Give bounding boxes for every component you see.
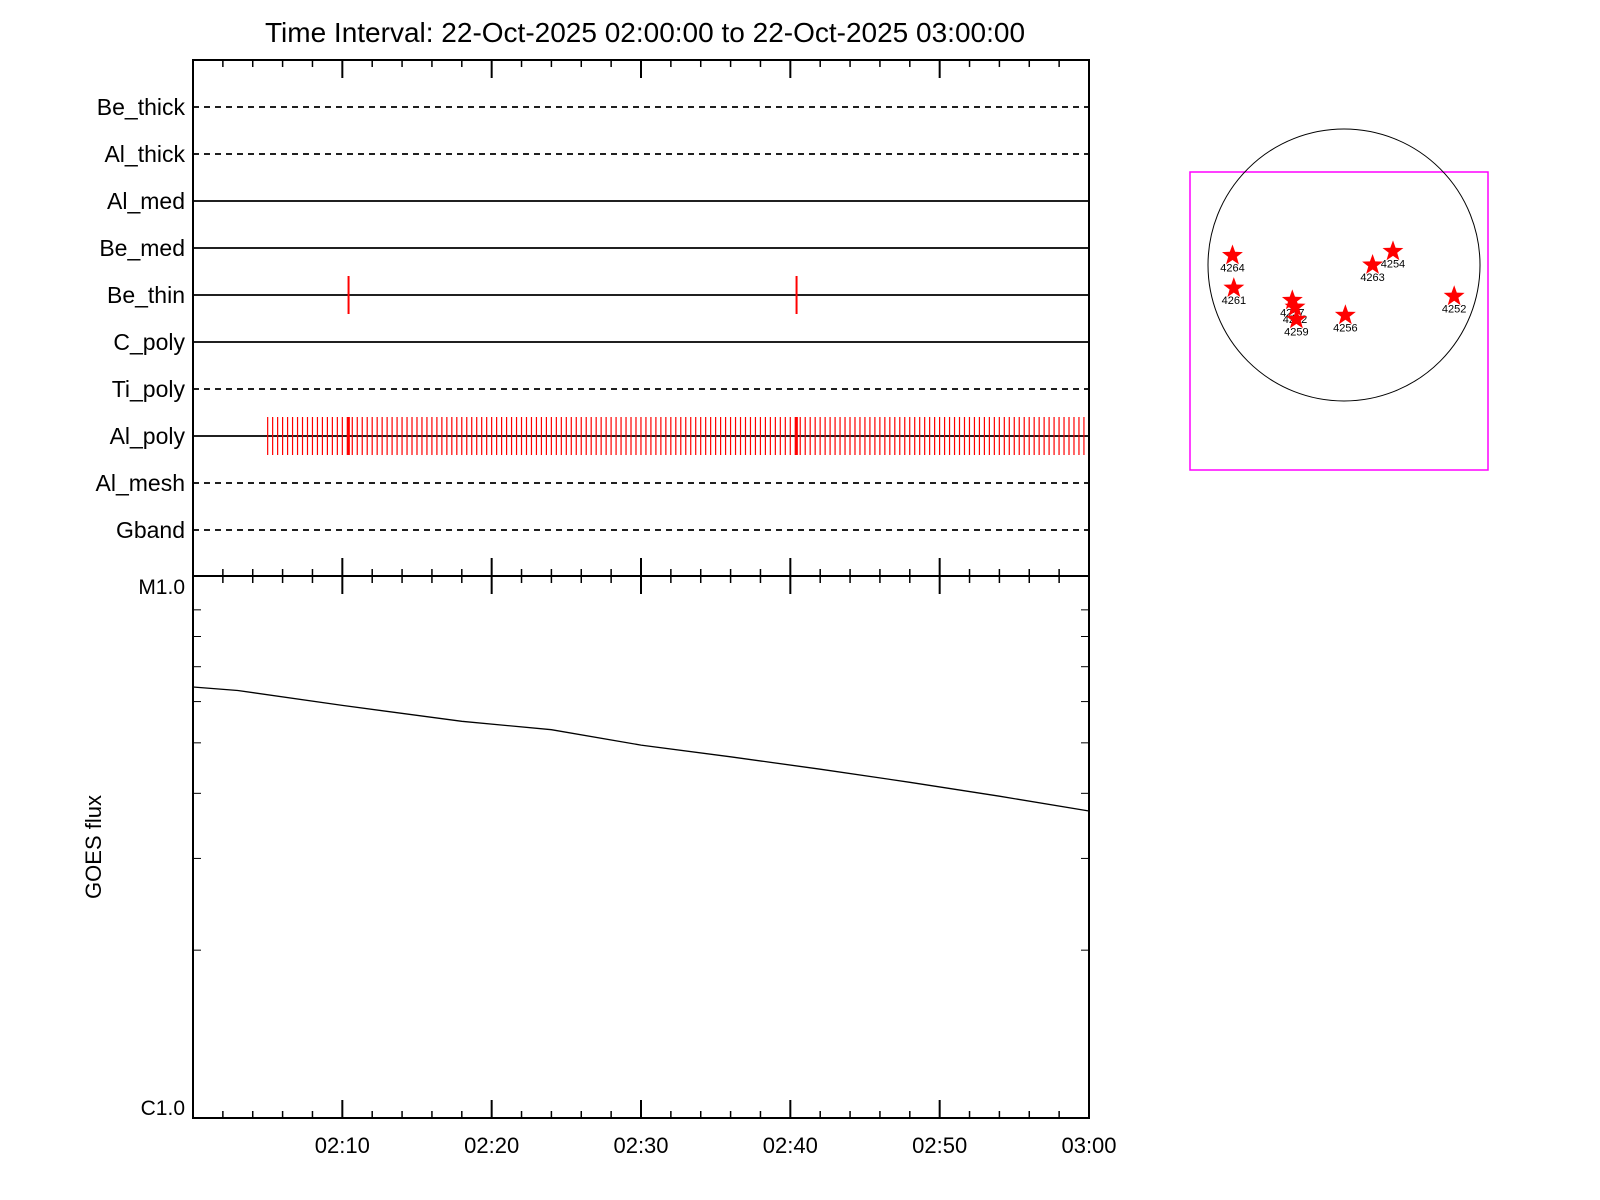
row-label: Be_thick bbox=[97, 94, 186, 120]
row-label: Al_poly bbox=[110, 423, 186, 449]
row-label: Al_thick bbox=[104, 141, 185, 167]
x-tick-label: 02:10 bbox=[315, 1133, 370, 1158]
active-region-label: 4256 bbox=[1333, 322, 1357, 334]
active-region-marker bbox=[1285, 308, 1307, 329]
row-label: Ti_poly bbox=[112, 376, 186, 402]
chart-title: Time Interval: 22-Oct-2025 02:00:00 to 2… bbox=[265, 17, 1025, 48]
row-label: Be_thin bbox=[107, 282, 185, 308]
active-region-label: 4252 bbox=[1442, 303, 1466, 315]
row-label: Be_med bbox=[99, 235, 185, 261]
x-tick-label: 02:30 bbox=[613, 1133, 668, 1158]
active-region-marker bbox=[1222, 244, 1243, 265]
time-x-axis: 02:10 02:20 02:30 02:40 02:50 03:00 bbox=[192, 1100, 1117, 1158]
y-tick-label: M1.0 bbox=[138, 576, 185, 599]
active-region-marker bbox=[1443, 285, 1465, 306]
x-tick-label: 03:00 bbox=[1061, 1133, 1116, 1158]
field-of-view-box bbox=[1189, 171, 1489, 471]
timeline-frame bbox=[192, 59, 1090, 577]
row-label: Al_mesh bbox=[96, 470, 185, 496]
active-region-marker bbox=[1362, 254, 1383, 274]
solar-disk-outline bbox=[1207, 128, 1481, 402]
row-label: Al_med bbox=[107, 188, 185, 214]
row-label: Gband bbox=[116, 517, 185, 543]
solar-disk-panel: 426442614254426342524257426242594256 bbox=[1189, 128, 1489, 471]
active-region-label: 4263 bbox=[1360, 272, 1384, 284]
row-label: C_poly bbox=[113, 329, 185, 355]
y-tick-label: C1.0 bbox=[141, 1097, 185, 1120]
active-region-label: 4264 bbox=[1220, 262, 1244, 274]
timeline-panel: Be_thick Al_thick Al_med Be_med Be_thin C_pol… bbox=[96, 59, 1090, 594]
flux-frame bbox=[192, 575, 1090, 1119]
x-tick-label: 02:20 bbox=[464, 1133, 519, 1158]
y-axis-label: GOES flux bbox=[81, 795, 106, 899]
active-region-marker bbox=[1284, 296, 1306, 317]
active-region-marker bbox=[1382, 240, 1404, 261]
active-region-marker bbox=[1223, 277, 1245, 297]
x-tick-label: 02:50 bbox=[912, 1133, 967, 1158]
active-region-label: 4254 bbox=[1381, 258, 1405, 270]
x-tick-label: 02:40 bbox=[763, 1133, 818, 1158]
goes-flux-line bbox=[192, 686, 1090, 812]
active-region-label: 4259 bbox=[1284, 326, 1308, 338]
active-region-marker bbox=[1334, 304, 1356, 325]
active-region-label: 4261 bbox=[1222, 295, 1246, 307]
goes-flux-panel: M1.0 C1.0 GOES flux bbox=[81, 575, 1090, 1120]
active-region-marker bbox=[1281, 289, 1303, 310]
